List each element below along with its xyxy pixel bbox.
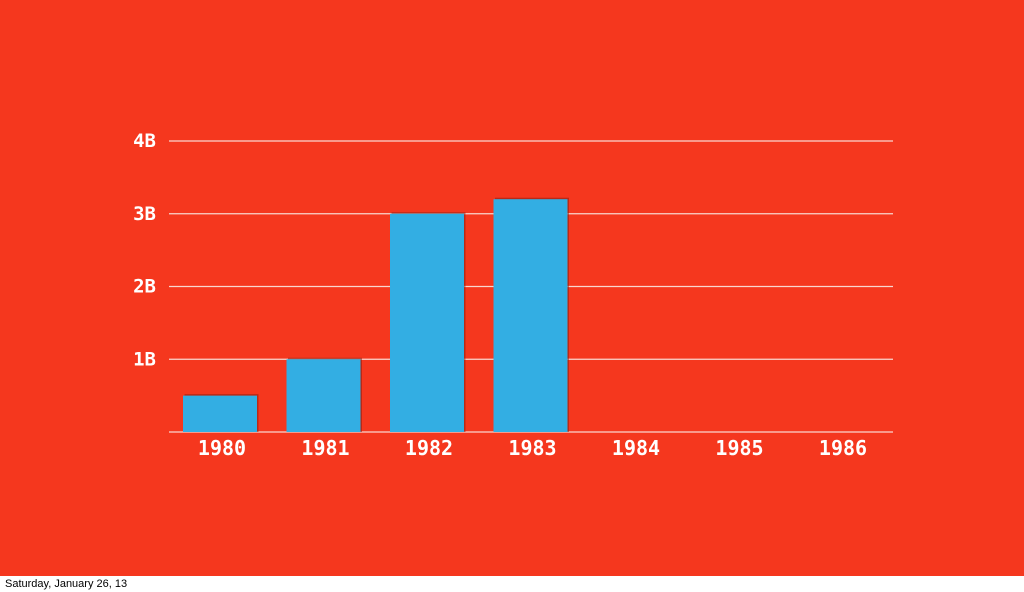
x-tick-label-1985: 1985: [715, 436, 763, 460]
x-tick-label-1981: 1981: [301, 436, 349, 460]
bars: [183, 197, 569, 432]
y-axis-tick-labels: 1B 2B 3B 4B: [133, 130, 156, 370]
y-tick-label: 1B: [133, 348, 156, 370]
x-tick-label-1986: 1986: [819, 436, 867, 460]
x-tick-label-1982: 1982: [405, 436, 453, 460]
bar-1981: [286, 359, 361, 432]
bar-1980: [183, 395, 257, 432]
x-axis-tick-labels: 1980 1981 1982 1983 1984 1985 1986: [198, 436, 867, 460]
footer-date: Saturday, January 26, 13: [5, 578, 128, 590]
slide: 1B 2B 3B 4B 1980 1981 1982 1983 1984 1985 1986: [0, 0, 1024, 576]
bar-1983: [493, 199, 568, 432]
bar-chart: 1B 2B 3B 4B 1980 1981 1982 1983 1984 1985 1986: [0, 0, 1024, 576]
y-tick-label: 2B: [133, 276, 156, 298]
y-tick-label: 4B: [133, 130, 156, 152]
x-tick-label-1980: 1980: [198, 436, 246, 460]
bar-1982: [390, 213, 464, 432]
x-tick-label-1984: 1984: [612, 436, 660, 460]
y-tick-label: 3B: [133, 203, 156, 225]
x-tick-label-1983: 1983: [508, 436, 556, 460]
